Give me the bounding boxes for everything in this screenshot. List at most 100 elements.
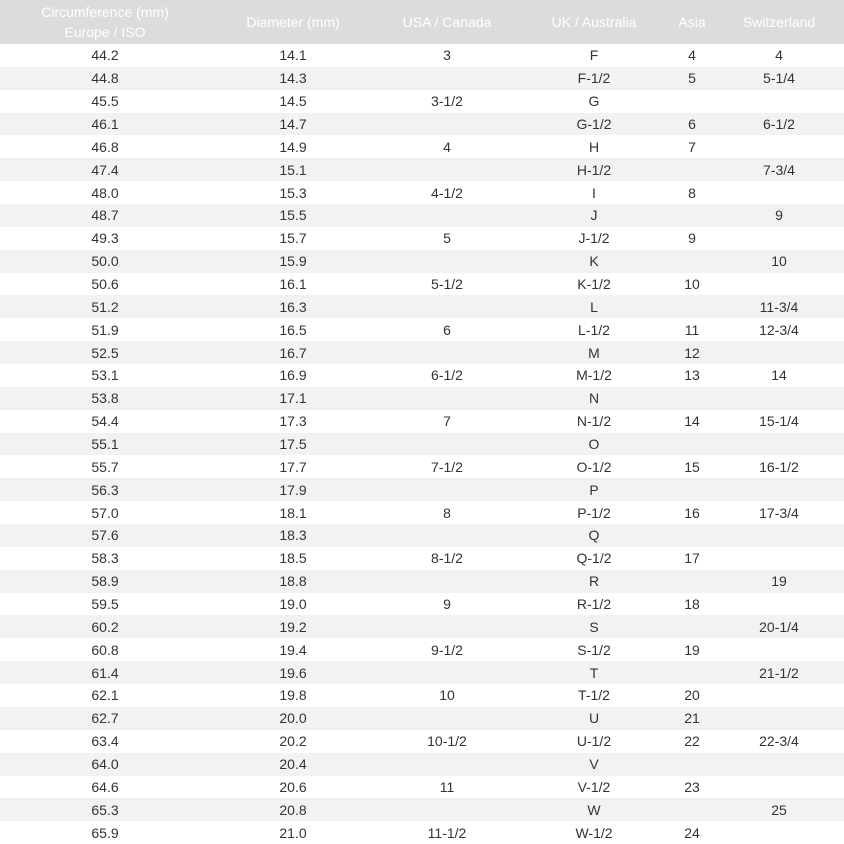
cell-asia: 8 (670, 181, 714, 205)
column-header-line: Diameter (mm) (246, 14, 340, 30)
table-row: 57.0 18.1 8 P-1/2 16 17-3/4 (0, 501, 844, 525)
cell-diameter: 17.3 (210, 409, 376, 433)
table-row: 51.9 16.5 6 L-1/2 11 12-3/4 (0, 318, 844, 342)
cell-diameter: 21.0 (210, 821, 376, 844)
cell-circumference: 44.2 (0, 44, 210, 67)
table-row: 63.4 20.2 10-1/2 U-1/2 22 22-3/4 (0, 729, 844, 753)
cell-usa-canada (376, 615, 518, 639)
cell-asia: 18 (670, 592, 714, 616)
cell-uk-australia: U (518, 706, 670, 730)
cell-uk-australia: M (518, 341, 670, 365)
cell-usa-canada: 11 (376, 775, 518, 799)
cell-usa-canada (376, 158, 518, 182)
cell-circumference: 53.8 (0, 386, 210, 410)
table-row: 51.2 16.3 L 11-3/4 (0, 295, 844, 319)
cell-diameter: 18.1 (210, 501, 376, 525)
cell-diameter: 15.9 (210, 249, 376, 273)
cell-switzerland: 17-3/4 (714, 501, 844, 525)
cell-diameter: 18.8 (210, 569, 376, 593)
cell-diameter: 19.6 (210, 661, 376, 685)
column-header-circumference: Circumference (mm) Europe / ISO (0, 0, 210, 44)
cell-switzerland: 10 (714, 249, 844, 273)
cell-circumference: 65.9 (0, 821, 210, 844)
cell-switzerland (714, 684, 844, 707)
cell-uk-australia: P-1/2 (518, 501, 670, 525)
cell-usa-canada (376, 569, 518, 593)
cell-asia (670, 798, 714, 822)
table-row: 65.9 21.0 11-1/2 W-1/2 24 (0, 821, 844, 844)
cell-asia: 15 (670, 455, 714, 479)
table-row: 61.4 19.6 T 21-1/2 (0, 661, 844, 685)
cell-asia: 20 (670, 684, 714, 707)
cell-switzerland: 25 (714, 798, 844, 822)
cell-diameter: 17.1 (210, 386, 376, 410)
cell-circumference: 59.5 (0, 592, 210, 616)
column-header-line: Europe / ISO (64, 24, 146, 40)
cell-asia (670, 295, 714, 319)
cell-uk-australia: Q-1/2 (518, 546, 670, 570)
column-header-usa-canada: USA / Canada (376, 0, 518, 44)
cell-usa-canada: 9-1/2 (376, 638, 518, 662)
cell-usa-canada: 6-1/2 (376, 364, 518, 387)
cell-uk-australia: K (518, 249, 670, 273)
cell-uk-australia: R (518, 569, 670, 593)
cell-diameter: 14.7 (210, 112, 376, 136)
cell-switzerland (714, 89, 844, 113)
cell-circumference: 45.5 (0, 89, 210, 113)
table-row: 58.3 18.5 8-1/2 Q-1/2 17 (0, 546, 844, 570)
cell-asia: 9 (670, 226, 714, 250)
cell-switzerland (714, 775, 844, 799)
cell-diameter: 20.4 (210, 752, 376, 776)
cell-usa-canada: 5-1/2 (376, 272, 518, 296)
table-row: 45.5 14.5 3-1/2 G (0, 89, 844, 113)
cell-asia (670, 89, 714, 113)
cell-usa-canada: 11-1/2 (376, 821, 518, 844)
cell-circumference: 52.5 (0, 341, 210, 365)
cell-circumference: 54.4 (0, 409, 210, 433)
cell-asia (670, 158, 714, 182)
cell-switzerland: 4 (714, 44, 844, 67)
cell-diameter: 20.0 (210, 706, 376, 730)
cell-asia (670, 432, 714, 456)
table-row: 44.8 14.3 F-1/2 5 5-1/4 (0, 66, 844, 90)
cell-asia (670, 524, 714, 547)
cell-usa-canada (376, 432, 518, 456)
cell-uk-australia: N (518, 386, 670, 410)
cell-diameter: 17.7 (210, 455, 376, 479)
table-row: 55.7 17.7 7-1/2 O-1/2 15 16-1/2 (0, 455, 844, 479)
cell-asia (670, 204, 714, 227)
cell-circumference: 56.3 (0, 478, 210, 502)
cell-circumference: 50.6 (0, 272, 210, 296)
cell-circumference: 55.7 (0, 455, 210, 479)
table-row: 52.5 16.7 M 12 (0, 341, 844, 365)
cell-usa-canada (376, 295, 518, 319)
cell-usa-canada (376, 798, 518, 822)
column-header-line: Asia (678, 14, 706, 30)
cell-switzerland (714, 181, 844, 205)
cell-usa-canada (376, 752, 518, 776)
cell-switzerland: 19 (714, 569, 844, 593)
cell-asia: 10 (670, 272, 714, 296)
column-header-uk-australia: UK / Australia (518, 0, 670, 44)
cell-usa-canada: 8 (376, 501, 518, 525)
cell-circumference: 51.9 (0, 318, 210, 342)
cell-switzerland: 16-1/2 (714, 455, 844, 479)
table-row: 56.3 17.9 P (0, 478, 844, 502)
cell-uk-australia: K-1/2 (518, 272, 670, 296)
cell-switzerland (714, 524, 844, 547)
cell-switzerland (714, 546, 844, 570)
cell-diameter: 15.3 (210, 181, 376, 205)
table-row: 59.5 19.0 9 R-1/2 18 (0, 592, 844, 616)
cell-diameter: 16.5 (210, 318, 376, 342)
cell-diameter: 19.2 (210, 615, 376, 639)
cell-uk-australia: O-1/2 (518, 455, 670, 479)
column-header-asia: Asia (670, 0, 714, 44)
cell-circumference: 48.0 (0, 181, 210, 205)
cell-diameter: 14.1 (210, 44, 376, 67)
cell-circumference: 53.1 (0, 364, 210, 387)
cell-switzerland (714, 135, 844, 159)
cell-uk-australia: V-1/2 (518, 775, 670, 799)
cell-uk-australia: L-1/2 (518, 318, 670, 342)
cell-asia: 7 (670, 135, 714, 159)
cell-usa-canada (376, 341, 518, 365)
